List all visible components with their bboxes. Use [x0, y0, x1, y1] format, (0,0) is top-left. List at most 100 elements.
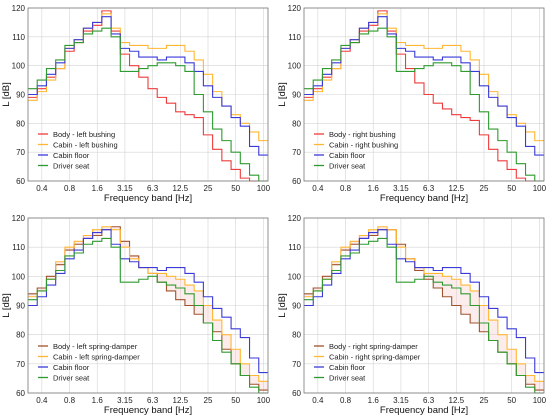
y-tick-label: 110	[12, 33, 25, 42]
y-tick-label: 80	[16, 331, 25, 340]
y-tick-label: 70	[292, 360, 301, 369]
series-line-4	[28, 237, 268, 394]
y-tick-label: 110	[12, 243, 25, 252]
y-tick-label: 110	[288, 243, 301, 252]
series-line-3	[304, 16, 544, 156]
x-axis-label: Frequency band [Hz]	[380, 193, 468, 204]
legend-label: Driver seat	[329, 161, 366, 170]
y-tick-label: 100	[12, 62, 26, 71]
x-tick-label: 6.3	[423, 184, 435, 193]
y-axis-label: L [dB]	[277, 293, 288, 317]
legend-label: Cabin - left spring-damper	[53, 352, 140, 361]
legend-label: Driver seat	[53, 161, 90, 170]
x-tick-label: 1.6	[368, 396, 380, 405]
legend-label: Cabin - right bushing	[329, 140, 398, 149]
legend-label: Cabin - right spring-damper	[329, 352, 421, 361]
y-tick-label: 90	[16, 91, 25, 100]
x-tick-label: 6.3	[147, 184, 159, 193]
x-tick-label: 6.3	[423, 396, 435, 405]
x-tick-label: 100	[533, 396, 547, 405]
legend-label: Cabin floor	[329, 151, 366, 160]
legend-label: Cabin floor	[329, 363, 366, 372]
y-tick-label: 70	[292, 148, 301, 157]
series-line-3	[304, 229, 544, 374]
x-tick-label: 100	[257, 396, 271, 405]
x-tick-label: 12.5	[173, 184, 189, 193]
x-tick-label: 0.8	[340, 396, 352, 405]
plot-frame	[303, 217, 545, 394]
y-tick-label: 100	[288, 62, 302, 71]
y-tick-label: 60	[16, 389, 25, 398]
legend-label: Cabin - left bushing	[53, 140, 118, 149]
x-tick-label: 1.6	[368, 184, 380, 193]
legend-label: Body - right bushing	[329, 130, 396, 139]
x-tick-label: 25	[204, 396, 213, 405]
plot-frame	[27, 7, 269, 182]
x-tick-label: 3.15	[393, 396, 409, 405]
series-line-3	[28, 229, 268, 374]
y-tick-label: 120	[288, 214, 302, 223]
x-tick-label: 12.5	[449, 184, 465, 193]
x-tick-label: 25	[480, 396, 489, 405]
x-tick-label: 100	[257, 184, 271, 193]
y-tick-label: 60	[16, 177, 25, 186]
y-tick-label: 60	[292, 177, 301, 186]
legend-label: Driver seat	[53, 373, 90, 382]
x-tick-label: 0.4	[312, 396, 324, 405]
x-tick-label: 3.15	[117, 396, 133, 405]
x-axis-label: Frequency band [Hz]	[380, 405, 468, 416]
y-tick-label: 90	[16, 302, 25, 311]
x-tick-label: 3.15	[393, 184, 409, 193]
legend-label: Body - left bushing	[53, 130, 115, 139]
x-tick-label: 25	[204, 184, 213, 193]
x-tick-label: 50	[507, 184, 516, 193]
y-tick-label: 90	[292, 91, 301, 100]
y-tick-label: 80	[292, 331, 301, 340]
x-tick-label: 12.5	[449, 396, 465, 405]
legend-label: Body - right spring-damper	[329, 342, 418, 351]
y-tick-label: 110	[288, 33, 301, 42]
y-tick-label: 100	[12, 272, 26, 281]
x-tick-label: 12.5	[173, 396, 189, 405]
y-axis-label: L [dB]	[277, 82, 288, 106]
x-tick-label: 100	[533, 184, 547, 193]
y-tick-label: 60	[292, 389, 301, 398]
x-tick-label: 0.8	[64, 184, 76, 193]
y-axis-label: L [dB]	[1, 82, 12, 106]
plot-frame	[303, 7, 545, 182]
series-line-1	[304, 10, 544, 182]
x-tick-label: 0.4	[312, 184, 324, 193]
x-tick-label: 50	[231, 184, 240, 193]
series-line-3	[28, 16, 268, 156]
chart-panel-2: 60 70 80 90 100 110 120 0.4 0.8 1.6 3.15 6.3 12.5 25 5…	[277, 4, 547, 204]
x-tick-label: 25	[480, 184, 489, 193]
y-tick-label: 90	[292, 302, 301, 311]
shaded-band	[304, 226, 544, 391]
x-tick-label: 50	[507, 396, 516, 405]
legend-label: Body - left spring-damper	[53, 342, 138, 351]
x-tick-label: 0.8	[340, 184, 352, 193]
x-axis-label: Frequency band [Hz]	[104, 405, 192, 416]
y-tick-label: 120	[288, 4, 302, 13]
x-tick-label: 0.4	[36, 184, 48, 193]
y-tick-label: 120	[12, 214, 26, 223]
x-axis-label: Frequency band [Hz]	[104, 193, 192, 204]
y-tick-label: 120	[12, 4, 26, 13]
y-tick-label: 80	[16, 119, 25, 128]
legend-label: Driver seat	[329, 373, 366, 382]
y-tick-label: 70	[16, 148, 25, 157]
legend-label: Cabin floor	[53, 151, 90, 160]
y-tick-label: 100	[288, 272, 302, 281]
x-tick-label: 6.3	[147, 396, 159, 405]
plot-frame	[27, 217, 269, 394]
x-tick-label: 3.15	[117, 184, 133, 193]
x-tick-label: 1.6	[92, 396, 104, 405]
chart-panel-1: 60 70 80 90 100 110 120 0.4 0.8 1.6 3.15 6.3 12.5 25 5…	[1, 4, 271, 204]
y-tick-label: 80	[292, 119, 301, 128]
x-tick-label: 50	[231, 396, 240, 405]
shaded-band	[28, 226, 268, 391]
x-tick-label: 0.8	[64, 396, 76, 405]
legend-label: Cabin floor	[53, 363, 90, 372]
y-tick-label: 70	[16, 360, 25, 369]
